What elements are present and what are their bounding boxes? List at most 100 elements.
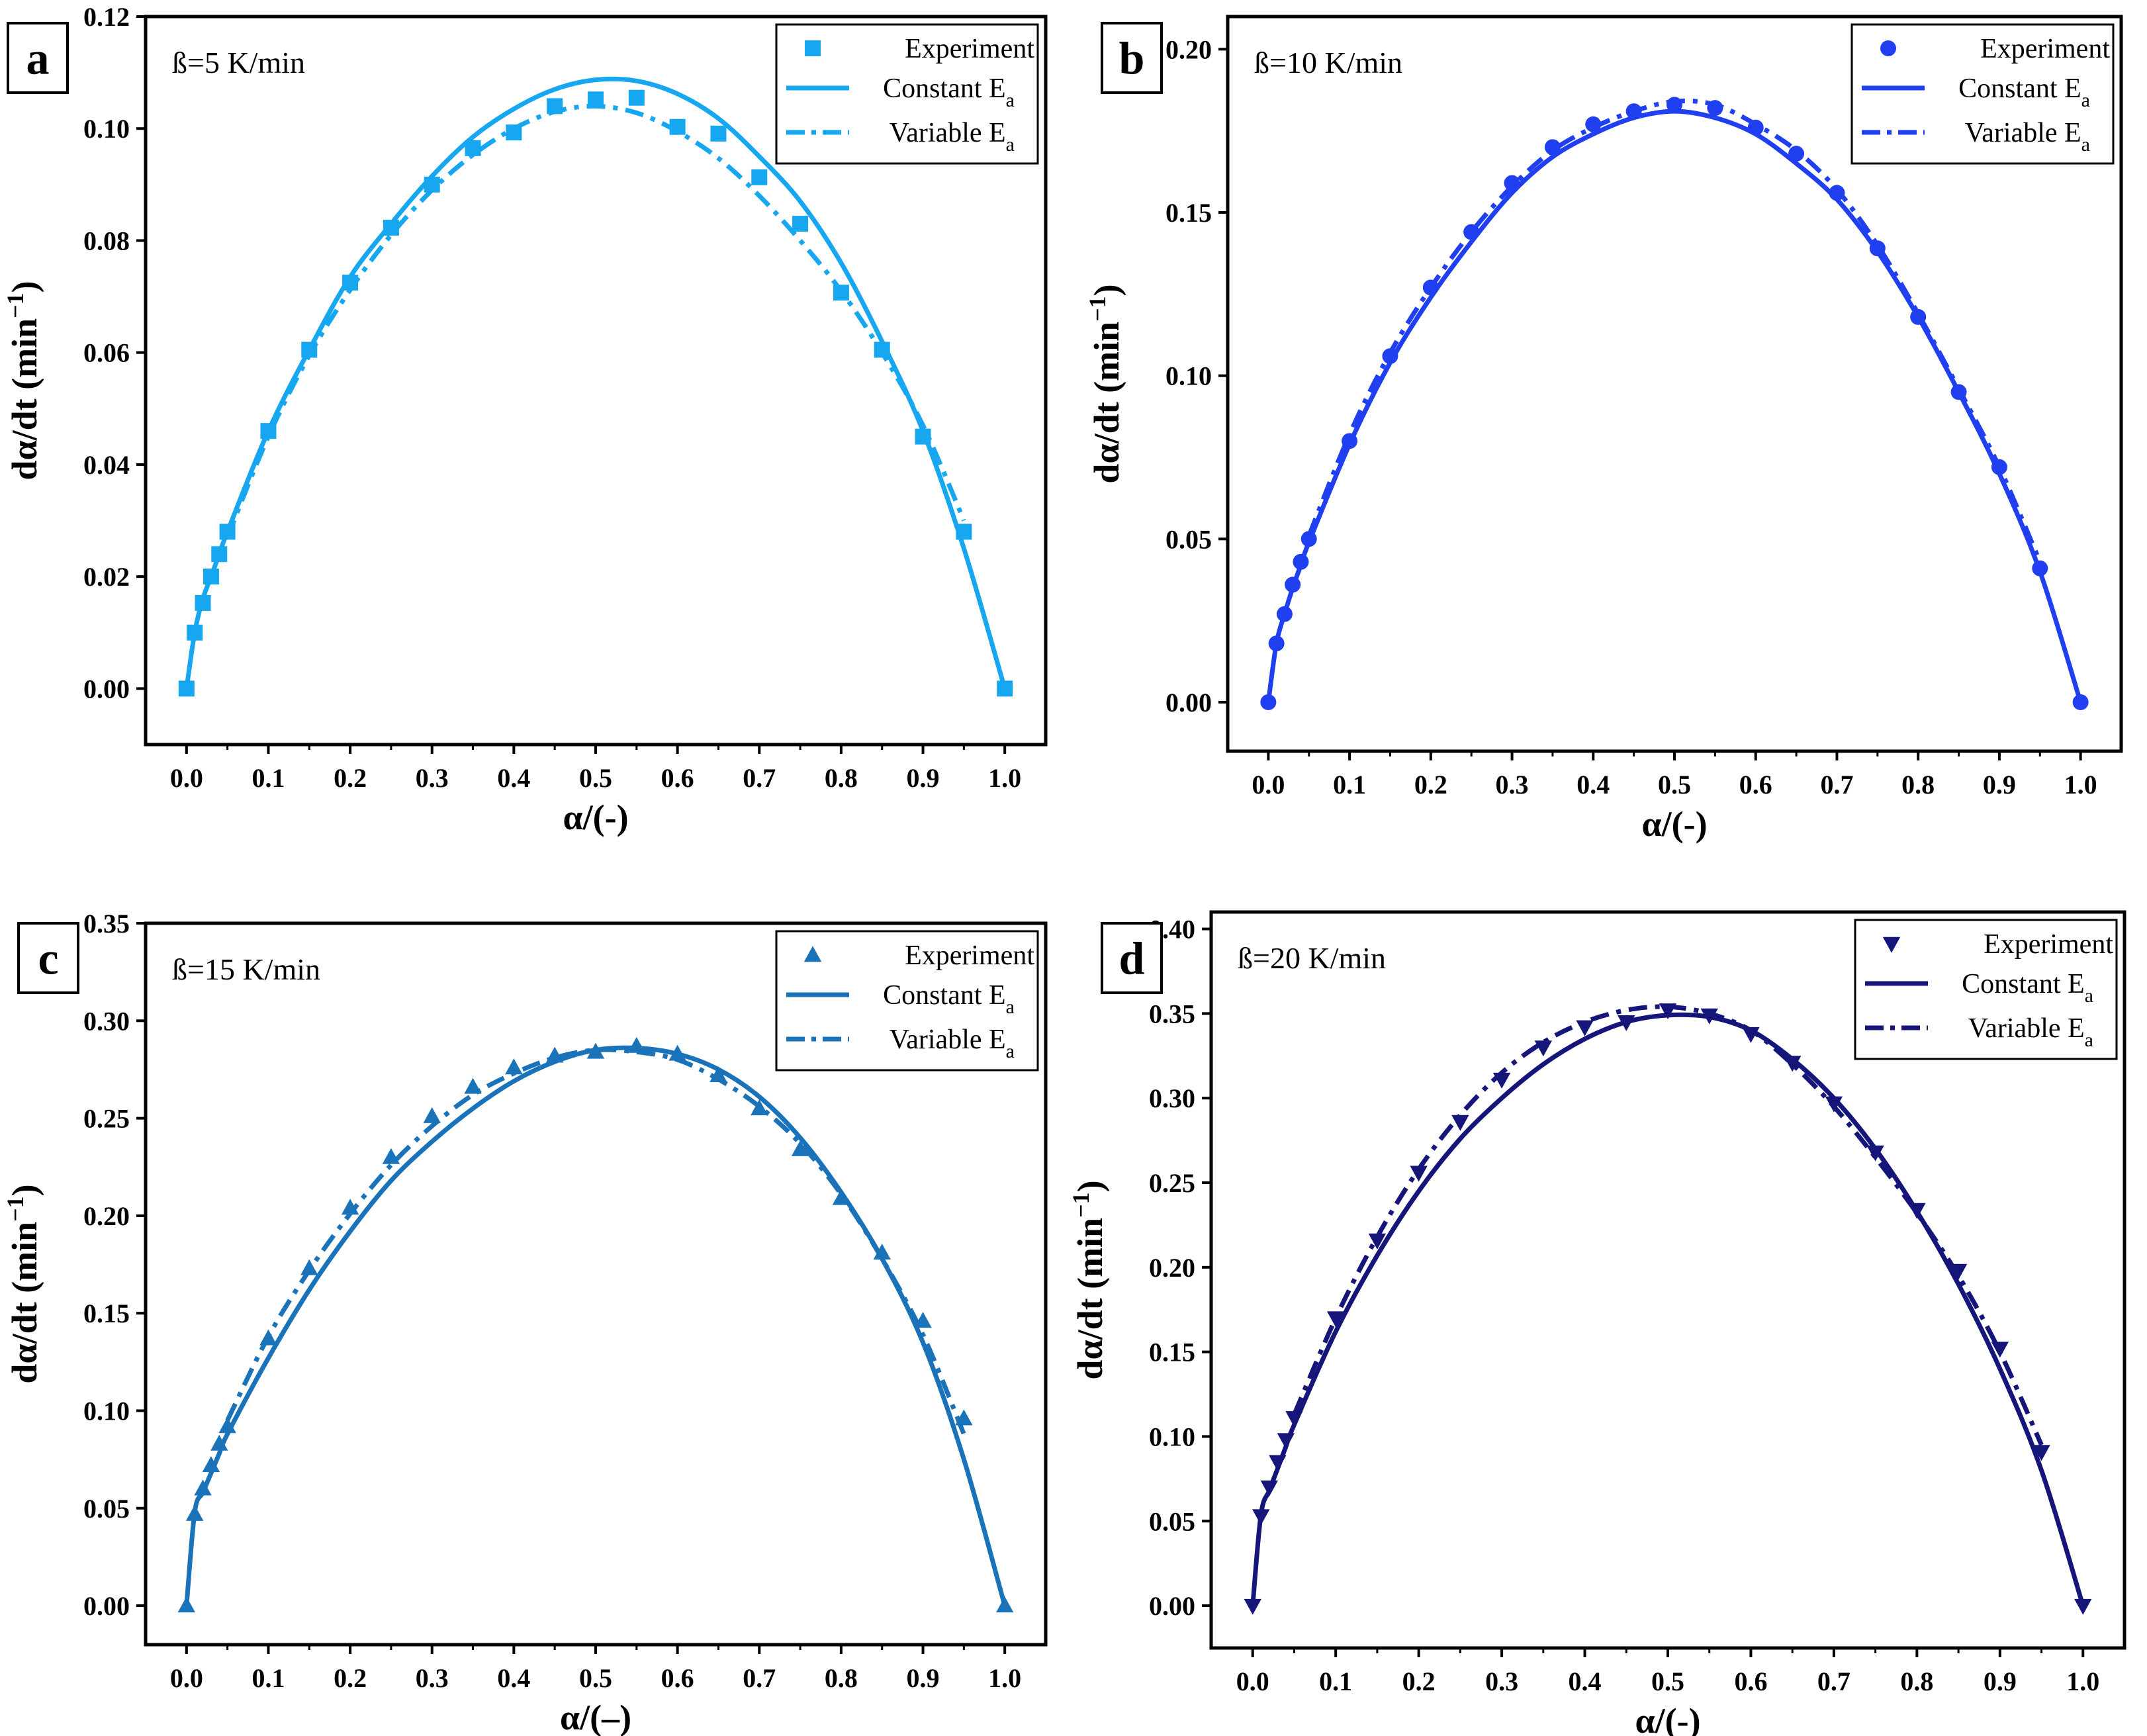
legend-constant-text: Constant E: [883, 980, 1006, 1011]
legend-constant-label: Constant Ea: [883, 980, 1015, 1018]
x-tick-label: 1.0: [2064, 770, 2097, 799]
y-axis-label-prefix: dα/dt (min: [5, 1222, 44, 1384]
x-tick-label: 0.2: [1402, 1667, 1436, 1696]
x-axis-label: α/(–): [560, 1698, 631, 1736]
y-axis-label-prefix: dα/dt (min: [1070, 1218, 1110, 1380]
variable-ea-line: [225, 1047, 966, 1436]
legend-marker: [805, 40, 821, 56]
x-tick-label: 0.6: [661, 763, 694, 793]
legend-experiment-label: Experiment: [1980, 34, 2110, 64]
legend-variable-label: Variable Ea: [1965, 118, 2090, 156]
legend-experiment-label: Experiment: [905, 940, 1034, 971]
y-tick-label: 0.00: [83, 674, 130, 704]
legend-subscript: a: [1006, 89, 1015, 111]
experiment-point: [2033, 1445, 2050, 1461]
legend-subscript: a: [1006, 134, 1015, 156]
experiment-series: [1244, 1003, 2092, 1615]
x-axis-label-prefix: α/(: [1641, 804, 1683, 844]
experiment-point: [1326, 1311, 1345, 1328]
panel-letter: d: [1119, 934, 1145, 985]
y-tick-label: 0.20: [1165, 34, 1212, 64]
experiment-point: [1451, 1115, 1469, 1131]
legend-box: [775, 930, 1039, 1072]
x-axis-label-prefix: α/(: [563, 798, 604, 837]
panel-letter: b: [1119, 34, 1145, 85]
y-tick-label: 0.35: [1149, 999, 1195, 1028]
y-tick-label: 0.10: [1149, 1422, 1195, 1451]
experiment-point: [505, 1058, 523, 1075]
experiment-point: [1260, 694, 1277, 710]
x-tick-label: 0.3: [416, 763, 449, 793]
panel-letter-box: [1101, 922, 1163, 994]
y-tick-label: 0.00: [1165, 688, 1212, 717]
legend-subscript: a: [1006, 996, 1015, 1018]
y-tick-label: 0.15: [1149, 1338, 1195, 1367]
legend-constant-label: Constant Ea: [1962, 969, 2093, 1007]
x-tick-label: 0.2: [334, 763, 367, 793]
experiment-point: [628, 89, 645, 106]
variable-ea-line: [1306, 99, 2042, 563]
panel-letter: a: [26, 34, 50, 85]
y-axis-label-sup: −1: [1084, 296, 1111, 322]
legend-box: [1854, 919, 2118, 1060]
x-tick-label: 0.0: [170, 763, 203, 793]
legend-variable-label: Variable Ea: [1968, 1013, 2093, 1051]
x-tick-label: 0.0: [1236, 1667, 1269, 1696]
legend-subscript: a: [2085, 1029, 2093, 1051]
x-tick-label: 0.8: [1901, 770, 1935, 799]
y-axis-label-prefix: dα/dt (min: [5, 318, 44, 480]
x-axis-label-suffix: ): [619, 1698, 631, 1736]
x-tick-label: 0.7: [1820, 770, 1853, 799]
experiment-point: [1244, 1598, 1261, 1615]
panel-c: 0.0 0.1 0.2 0.3 0.4 0.5 0.6 0.7 0.8 0.9 1.0 0.00 0.0…: [2, 909, 1048, 1736]
x-axis-label: α/(-): [1635, 1701, 1700, 1736]
experiment-series: [178, 89, 1013, 697]
experiment-point: [751, 169, 768, 185]
experiment-point: [1866, 1145, 1884, 1162]
x-axis-label-dash: –: [601, 1698, 620, 1736]
legend-variable-text: Variable E: [890, 1025, 1006, 1055]
y-tick-label: 0.10: [1165, 361, 1212, 391]
x-tick-label: 0.9: [1983, 770, 2016, 799]
experiment-point: [382, 1148, 400, 1164]
legend-constant-text: Constant E: [1962, 969, 2085, 999]
x-tick-label: 0.7: [743, 1663, 776, 1693]
experiment-point: [2072, 694, 2089, 710]
x-tick-label: 0.9: [1984, 1667, 2017, 1696]
variable-ea-line: [225, 103, 966, 539]
x-tick-label: 0.1: [251, 763, 285, 793]
y-tick-label: 0.05: [1149, 1506, 1195, 1536]
legend-variable-label: Variable Ea: [890, 1025, 1015, 1062]
y-tick-label: 0.05: [1165, 524, 1212, 554]
y-axis-label-prefix: dα/dt (min: [1087, 322, 1126, 484]
legend-constant-label: Constant Ea: [883, 73, 1015, 111]
y-axis-label-suffix: ): [1087, 284, 1126, 296]
y-axis-label: dα/dt (min−1): [1084, 284, 1126, 483]
x-axis-label: α/(-): [1641, 804, 1707, 844]
y-tick-label: 0.15: [83, 1299, 130, 1328]
y-axis-label-sup: −1: [2, 1196, 28, 1222]
x-tick-label: 1.0: [988, 1663, 1021, 1693]
x-axis-label-suffix: ): [1689, 1701, 1701, 1736]
x-axis-label-dash: -: [605, 798, 617, 837]
legend-marker: [1880, 40, 1896, 56]
experiment-point: [751, 1099, 768, 1116]
legend-subscript: a: [2085, 985, 2093, 1007]
experiment-point: [792, 216, 809, 232]
x-tick-label: 0.7: [1817, 1667, 1850, 1696]
x-axis-label-prefix: α/(: [1635, 1701, 1676, 1736]
x-tick-label: 0.0: [1252, 770, 1285, 799]
panel-letter-box: [7, 22, 69, 94]
experiment-point: [710, 125, 727, 142]
y-axis-label-suffix: ): [5, 1184, 44, 1196]
x-axis-label-prefix: α/(: [560, 1698, 602, 1736]
heating-rate-label: ß=15 K/min: [172, 952, 320, 986]
x-tick-label: 0.8: [1900, 1667, 1933, 1696]
legend-subscript: a: [1006, 1040, 1015, 1062]
legend-variable-text: Variable E: [890, 118, 1006, 148]
x-tick-label: 1.0: [988, 763, 1021, 793]
panel-b: 0.0 0.1 0.2 0.3 0.4 0.5 0.6 0.7 0.8 0.9 1.0 0.00 0.0…: [1084, 15, 2123, 844]
